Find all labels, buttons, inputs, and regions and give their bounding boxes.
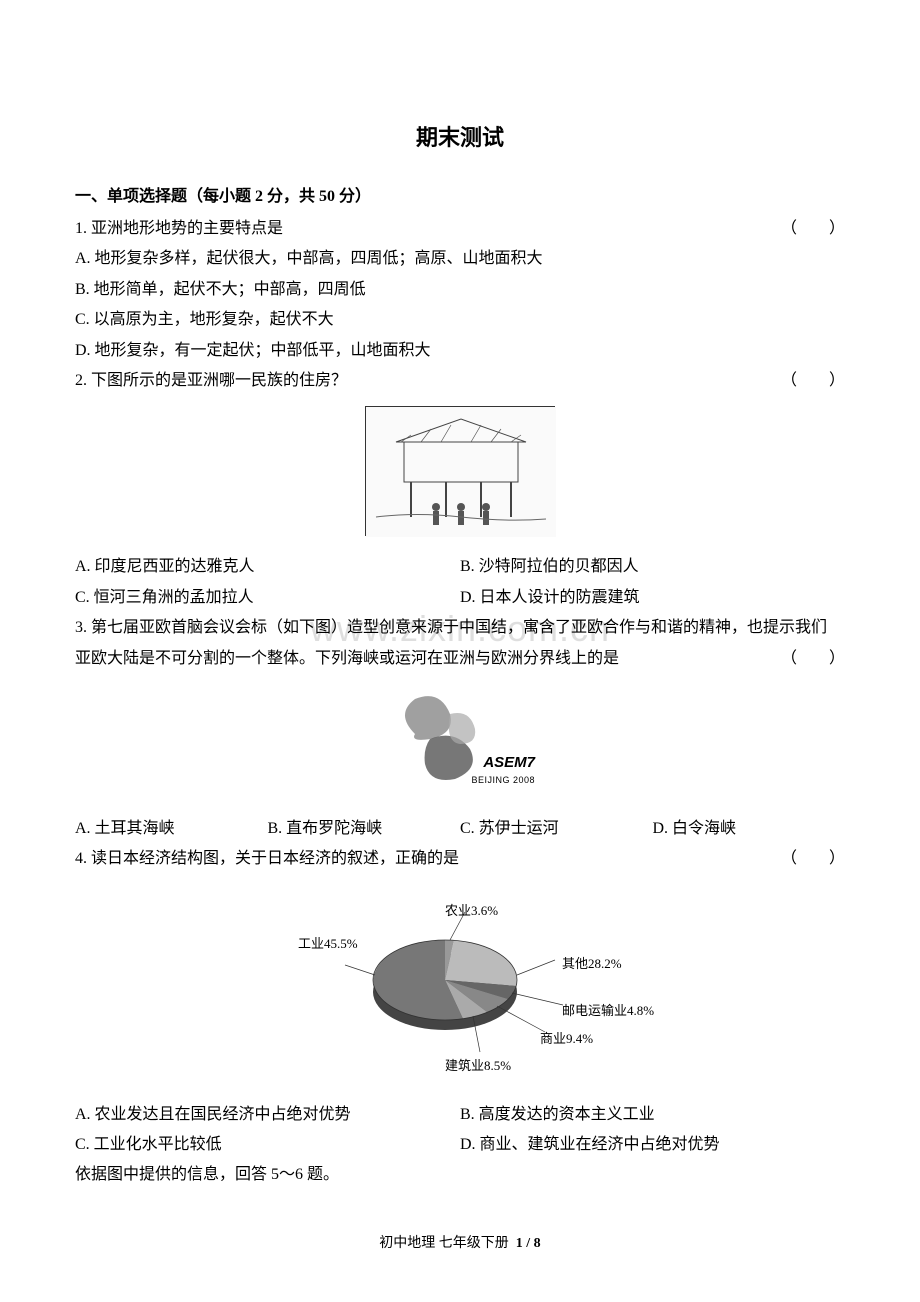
page-number: 1 / 8 xyxy=(516,1236,541,1251)
answer-blank: （ ） xyxy=(781,844,845,874)
q3-stem-line2: 亚欧大陆是不可分割的一个整体。下列海峡或运河在亚洲与欧洲分界线上的是 （ ） xyxy=(75,644,845,674)
asem-logo-text2: BEIJING 2008 xyxy=(471,775,535,785)
pie-label-commerce: 商业9.4% xyxy=(540,1028,593,1047)
asem-logo-image: ASEM7 BEIJING 2008 xyxy=(375,684,545,799)
q1-option-c: C. 以高原为主，地形复杂，起伏不大 xyxy=(75,305,845,335)
q4-option-c: C. 工业化水平比较低 xyxy=(75,1130,460,1160)
q2-image-container xyxy=(75,406,845,542)
answer-blank: （ ） xyxy=(781,366,845,396)
q3-stem-line1: 3. 第七届亚欧首脑会议会标（如下图）造型创意来源于中国结，寓含了亚欧合作与和谐… xyxy=(75,613,845,643)
pie-label-construction: 建筑业8.5% xyxy=(445,1055,511,1074)
q2-option-d: D. 日本人设计的防震建筑 xyxy=(460,583,845,613)
page-title: 期末测试 xyxy=(75,120,845,152)
asem-logo-text1: ASEM7 xyxy=(483,754,535,771)
q5-6-intro: 依据图中提供的信息，回答 5～6 题。 xyxy=(75,1160,845,1190)
stilt-house-image xyxy=(365,406,555,536)
page-footer: 初中地理 七年级下册 1 / 8 xyxy=(0,1232,920,1252)
q3-option-a: A. 土耳其海峡 xyxy=(75,814,268,844)
pie-label-agriculture: 农业3.6% xyxy=(445,900,498,919)
q1-option-b: B. 地形简单，起伏不大；中部高，四周低 xyxy=(75,275,845,305)
q1-option-d: D. 地形复杂，有一定起伏；中部低平，山地面积大 xyxy=(75,336,845,366)
q2-option-a: A. 印度尼西亚的达雅克人 xyxy=(75,552,460,582)
answer-blank: （ ） xyxy=(781,214,845,244)
pie-chart-image: 农业3.6% 工业45.5% 其他28.2% 邮电运输业4.8% 商业9.4% … xyxy=(270,885,650,1085)
q4-option-b: B. 高度发达的资本主义工业 xyxy=(460,1100,845,1130)
q1-stem: 1. 亚洲地形地势的主要特点是 （ ） xyxy=(75,214,845,244)
q2-stem: 2. 下图所示的是亚洲哪一民族的住房？ （ ） xyxy=(75,366,845,396)
q4-options-row1: A. 农业发达且在国民经济中占绝对优势 B. 高度发达的资本主义工业 xyxy=(75,1100,845,1130)
q1-stem-text: 1. 亚洲地形地势的主要特点是 xyxy=(75,220,283,237)
answer-blank: （ ） xyxy=(781,644,845,674)
q3-options: A. 土耳其海峡 B. 直布罗陀海峡 C. 苏伊士运河 D. 白令海峡 xyxy=(75,814,845,844)
q4-options-row2: C. 工业化水平比较低 D. 商业、建筑业在经济中占绝对优势 xyxy=(75,1130,845,1160)
q3-stem-text2: 亚欧大陆是不可分割的一个整体。下列海峡或运河在亚洲与欧洲分界线上的是 xyxy=(75,650,619,667)
q1-option-a: A. 地形复杂多样，起伏很大，中部高，四周低；高原、山地面积大 xyxy=(75,244,845,274)
section-header: 一、单项选择题（每小题 2 分，共 50 分） xyxy=(75,182,845,206)
pie-label-other: 其他28.2% xyxy=(562,953,622,972)
q2-options-row2: C. 恒河三角洲的孟加拉人 D. 日本人设计的防震建筑 xyxy=(75,583,845,613)
pie-label-industry: 工业45.5% xyxy=(298,933,358,952)
q3-image-container: ASEM7 BEIJING 2008 xyxy=(75,684,845,804)
footer-text: 初中地理 七年级下册 xyxy=(379,1236,509,1251)
q4-stem-text: 4. 读日本经济结构图，关于日本经济的叙述，正确的是 xyxy=(75,850,459,867)
q4-chart-container: 农业3.6% 工业45.5% 其他28.2% 邮电运输业4.8% 商业9.4% … xyxy=(75,885,845,1090)
q2-options-row1: A. 印度尼西亚的达雅克人 B. 沙特阿拉伯的贝都因人 xyxy=(75,552,845,582)
q2-stem-text: 2. 下图所示的是亚洲哪一民族的住房？ xyxy=(75,372,347,389)
q4-option-a: A. 农业发达且在国民经济中占绝对优势 xyxy=(75,1100,460,1130)
q4-option-d: D. 商业、建筑业在经济中占绝对优势 xyxy=(460,1130,845,1160)
q4-stem: 4. 读日本经济结构图，关于日本经济的叙述，正确的是 （ ） xyxy=(75,844,845,874)
q3-option-b: B. 直布罗陀海峡 xyxy=(268,814,461,844)
pie-label-postal: 邮电运输业4.8% xyxy=(562,1000,654,1019)
q3-option-c: C. 苏伊士运河 xyxy=(460,814,653,844)
q2-option-b: B. 沙特阿拉伯的贝都因人 xyxy=(460,552,845,582)
q3-option-d: D. 白令海峡 xyxy=(653,814,846,844)
q2-option-c: C. 恒河三角洲的孟加拉人 xyxy=(75,583,460,613)
